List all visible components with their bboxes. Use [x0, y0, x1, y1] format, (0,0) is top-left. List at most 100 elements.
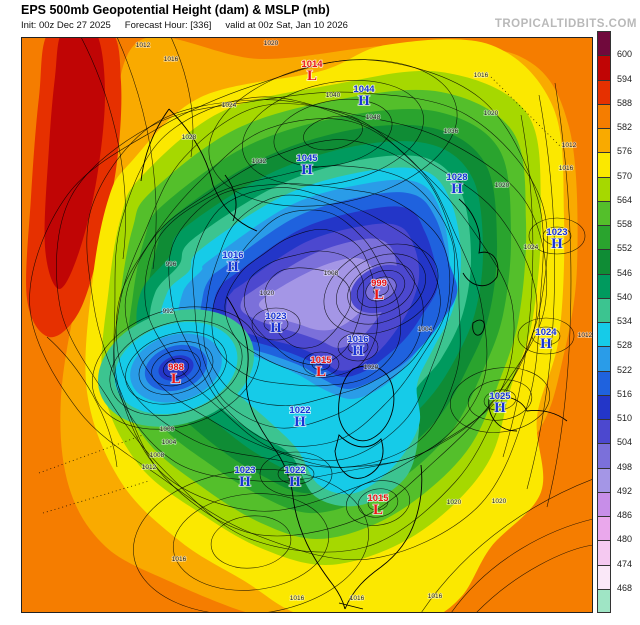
high-marker-letter: H: [289, 474, 301, 490]
colorbar-label: 594: [617, 73, 633, 84]
high-marker-value: 1028: [446, 172, 467, 183]
colorbar-label: 468: [617, 582, 633, 593]
high-marker-value: 1044: [353, 84, 375, 95]
colorbar-label: 564: [617, 194, 633, 205]
forecast-hour: Forecast Hour: [336]: [124, 20, 212, 31]
colorbar-label: 540: [617, 291, 633, 302]
high-marker-letter: H: [451, 181, 463, 197]
isobar-label: 1004: [418, 326, 433, 333]
colorbar-segment: [597, 79, 611, 104]
colorbar-label: 570: [617, 170, 633, 181]
isobar-label: 1024: [524, 244, 539, 251]
isobar-label: 1016: [559, 165, 574, 172]
isobar-label: 1016: [474, 72, 489, 79]
low-marker-value: 999: [371, 278, 387, 289]
colorbar-segment: [597, 31, 611, 56]
colorbar-label: 516: [617, 388, 633, 399]
isobar-label: 1016: [290, 595, 305, 602]
colorbar-label: 522: [617, 364, 633, 375]
colorbar-segment: [597, 273, 611, 298]
low-marker-letter: L: [374, 287, 384, 303]
high-marker-value: 1025: [489, 391, 511, 402]
high-marker-value: 1016: [222, 250, 243, 261]
colorbar-segment: [597, 516, 611, 541]
isobar-layer: [29, 36, 594, 615]
colorbar-label: 558: [617, 219, 633, 229]
colorbar-segment: [597, 128, 611, 153]
high-marker-value: 1016: [347, 334, 368, 345]
high-marker-value: 1022: [289, 405, 310, 416]
colorbar-segment: [597, 419, 611, 444]
isobar-label: 1016: [164, 56, 179, 63]
low-marker-value: 1015: [310, 355, 332, 366]
isobar-label: 1012: [136, 42, 151, 49]
isobar-label: 1012: [562, 142, 577, 149]
height-fill-layer: [21, 21, 593, 625]
high-marker-letter: H: [239, 474, 251, 490]
colorbar: [597, 31, 611, 613]
colorbar-label: 546: [617, 267, 633, 278]
colorbar-segment: [597, 346, 611, 371]
init-time: Init: 00z Dec 27 2025: [21, 20, 111, 31]
isobar-label: 1020: [447, 499, 462, 506]
map-frame: [21, 37, 593, 613]
low-marker-letter: L: [171, 371, 181, 387]
low-marker-value: 988: [168, 362, 184, 373]
colorbar-segment: [597, 103, 611, 128]
colorbar-label: 582: [617, 122, 633, 132]
colorbar-segment: [597, 491, 611, 516]
high-marker-value: 1024: [535, 327, 557, 338]
high-marker-letter: H: [294, 414, 306, 430]
isobar-label: 1020: [484, 110, 499, 117]
isobar-label: 992: [163, 308, 174, 315]
colorbar-label: 510: [617, 413, 633, 423]
high-marker-letter: H: [301, 162, 313, 178]
colorbar-label: 486: [617, 510, 633, 520]
isobar-label: 996: [166, 261, 177, 268]
page-title: EPS 500mb Geopotential Height (dam) & MS…: [21, 3, 330, 17]
colorbar-label: 504: [617, 437, 633, 448]
colorbar-segment: [597, 370, 611, 395]
colorbar-segment: [597, 467, 611, 492]
isobar-label: 1020: [492, 498, 507, 505]
isobar-label: 1008: [150, 452, 165, 459]
colorbar-label: 534: [617, 316, 633, 326]
high-marker-value: 1023: [546, 227, 567, 238]
low-marker-value: 1015: [367, 493, 389, 504]
isobar-label: 1016: [172, 556, 187, 563]
isobar-label: 1000: [160, 426, 175, 433]
colorbar-segment: [597, 225, 611, 250]
valid-time: valid at 00z Sat, Jan 10 2026: [225, 20, 348, 31]
high-marker-value: 1022: [284, 465, 305, 476]
colorbar-segment: [597, 588, 611, 613]
colorbar-label: 588: [617, 97, 633, 108]
colorbar-segment: [597, 394, 611, 419]
colorbar-label: 528: [617, 340, 633, 351]
weather-map-image: 1012 1016 1020 1024 1028 1032 1040 1048 1036 1016…: [21, 21, 594, 625]
colorbar-segment: [597, 176, 611, 201]
colorbar-label: 600: [617, 49, 633, 60]
colorbar-segment: [597, 152, 611, 177]
low-marker-letter: L: [373, 502, 383, 518]
isobar-label: 1020: [495, 182, 510, 189]
colorbar-label: 474: [617, 558, 633, 569]
isobar-label: 1028: [182, 134, 197, 141]
isobar-label: 1020: [260, 290, 275, 297]
colorbar-label: 492: [617, 485, 633, 496]
isobar-label: 1048: [366, 114, 381, 121]
colorbar-segment: [597, 55, 611, 80]
isobar-label: 1012: [578, 332, 593, 339]
isobar-label: 1036: [444, 128, 459, 135]
colorbar-segment: [597, 297, 611, 322]
high-marker-value: 1045: [296, 153, 318, 164]
high-marker-letter: H: [270, 320, 282, 336]
colorbar-segment: [597, 540, 611, 565]
colorbar-segment: [597, 443, 611, 468]
high-marker-value: 1023: [234, 465, 255, 476]
colorbar-label: 498: [617, 461, 633, 472]
high-marker-letter: H: [551, 236, 563, 252]
isobar-label: 1024: [222, 102, 237, 109]
colorbar-label: 480: [617, 534, 633, 545]
run-info: Init: 00z Dec 27 2025 Forecast Hour: [336…: [21, 20, 362, 31]
